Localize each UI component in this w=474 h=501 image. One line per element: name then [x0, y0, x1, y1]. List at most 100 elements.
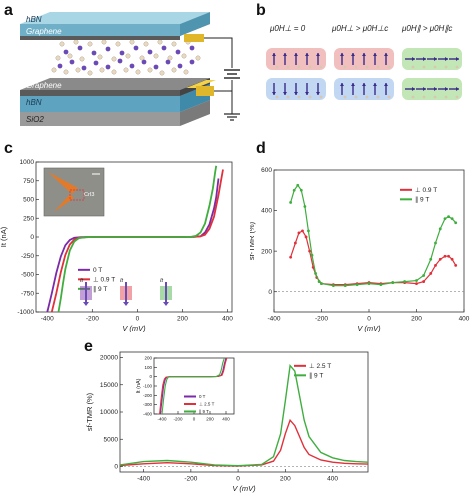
data-point — [296, 183, 300, 187]
iodine-atom — [433, 95, 437, 99]
y-tick-label: -750 — [21, 290, 34, 297]
data-point — [303, 205, 307, 208]
chart-c: -400 -200 0 200 400 -1000 -750 -500 -250 0 250 500 7… — [0, 159, 233, 332]
legend-label: ⊥ 0.9 T — [415, 187, 437, 194]
iodine-atom — [319, 65, 323, 69]
series-line-3 — [57, 165, 218, 313]
inset-background — [138, 356, 238, 426]
x-tick-label: 0 — [136, 316, 140, 323]
graphene-top-layer — [20, 36, 180, 40]
x-tick-label: -400 — [157, 417, 167, 422]
iodine-atom — [433, 65, 437, 69]
series-line-2 — [290, 184, 457, 287]
iodine-atom — [365, 65, 369, 69]
iodine-atom — [376, 95, 380, 99]
legend-label: ∥ 9 T — [309, 372, 323, 380]
layer-label-sio2: SiO2 — [26, 115, 44, 124]
iodine-atom — [365, 95, 369, 99]
y-tick-label: 0 — [268, 289, 272, 296]
layer-label-hbn-top: hBN — [26, 15, 42, 24]
data-point — [415, 282, 418, 285]
data-point — [299, 188, 303, 192]
panel-letter-a: a — [4, 2, 13, 19]
x-axis-label: V (mV) — [232, 484, 256, 493]
series-line-1 — [119, 418, 369, 467]
data-point — [297, 231, 301, 235]
x-tick-label: 0 — [236, 476, 240, 483]
data-point — [454, 221, 458, 225]
data-point — [379, 283, 383, 287]
x-tick-label: -200 — [315, 316, 328, 323]
data-point — [367, 282, 371, 285]
x-tick-label: 200 — [206, 417, 214, 422]
x-tick-label: -400 — [137, 476, 150, 483]
y-tick-label: 200 — [144, 356, 152, 361]
layer-label-graphene-bottom: Graphene — [26, 81, 62, 90]
data-point — [438, 227, 442, 231]
y-tick-label: -500 — [21, 272, 34, 279]
legend-label: ⊥ 2.5 T — [199, 402, 215, 407]
x-tick-label: 200 — [280, 476, 291, 483]
x-tick-label: 0 — [367, 316, 371, 323]
legend-label: ⊥ 2.5 T — [309, 363, 331, 370]
arrow-label: It — [80, 278, 84, 284]
data-point — [450, 217, 454, 221]
gold-contact-bottom — [196, 86, 214, 96]
gold-contact-top — [184, 34, 204, 42]
arrow-label: It — [120, 278, 124, 284]
data-point — [304, 235, 308, 239]
x-axis-label: V (mV) — [357, 324, 381, 332]
iodine-atom — [387, 95, 391, 99]
x-tick-label: 400 — [222, 316, 233, 323]
data-point — [331, 284, 335, 288]
y-axis-label: It (nA) — [0, 226, 8, 247]
data-point — [391, 281, 395, 284]
panel-letter-c: c — [4, 140, 13, 157]
x-tick-label: -400 — [267, 316, 280, 323]
x-axis-label: V (mV) — [122, 324, 146, 332]
data-point — [450, 257, 454, 261]
y-axis-label: sf-TMR (%) — [85, 392, 94, 431]
x-tick-label: -200 — [173, 417, 183, 422]
x-tick-label: 400 — [327, 476, 338, 483]
x-tick-label: -200 — [86, 316, 99, 323]
state-label-1: μ0H⊥ = 0 — [270, 24, 306, 33]
series-line-3 — [161, 357, 225, 415]
state-label-2: μ0H⊥ > μ0H⊥c — [332, 24, 389, 33]
y-axis-label: sf-TMR (%) — [250, 221, 256, 260]
series-line-2 — [119, 363, 369, 467]
legend-label: ∥ 9 T — [93, 285, 107, 293]
data-point — [317, 280, 321, 283]
iodine-atom — [343, 65, 347, 69]
y-axis-label: It (nA) — [136, 378, 142, 393]
iodine-atom — [422, 65, 426, 69]
y-tick-label: 0 — [114, 464, 118, 471]
y-tick-label: 0 — [149, 374, 152, 379]
y-tick-label: -1000 — [17, 309, 34, 316]
data-point — [429, 272, 433, 275]
data-point — [292, 188, 296, 192]
data-point — [307, 229, 310, 233]
y-tick-label: 200 — [261, 248, 272, 255]
iodine-atom — [343, 95, 347, 99]
iodine-atom — [319, 95, 323, 99]
iodine-atom — [275, 65, 279, 69]
x-tick-label: 400 — [459, 316, 470, 323]
layer-label-hbn-bottom: hBN — [26, 98, 42, 107]
data-point — [343, 284, 347, 288]
data-point — [422, 280, 426, 283]
y-tick-label: 15000 — [100, 382, 118, 389]
sio2-layer — [20, 112, 180, 126]
panel-letter-e: e — [84, 338, 93, 355]
y-tick-label: 1000 — [20, 159, 35, 166]
iodine-atom — [308, 65, 312, 69]
layer-label-graphene-top: Graphene — [26, 27, 62, 36]
y-tick-label: -400 — [143, 412, 153, 417]
magnetic-states-diagram — [266, 48, 462, 100]
y-tick-label: 5000 — [104, 436, 119, 443]
iodine-atom — [354, 65, 358, 69]
hbn-bottom-layer — [20, 96, 180, 112]
iodine-atom — [411, 65, 415, 69]
data-point — [422, 274, 426, 277]
